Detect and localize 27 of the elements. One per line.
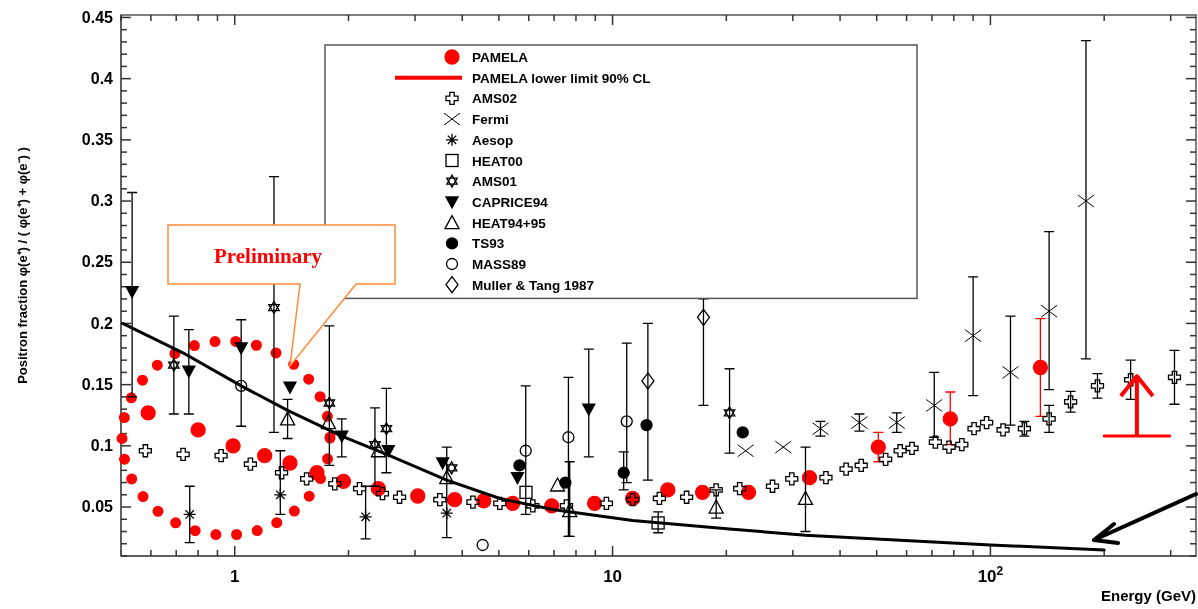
- y-tick-label: 0.25: [81, 253, 114, 271]
- legend-label: AMS01: [472, 174, 518, 190]
- legend-label: HEAT00: [472, 153, 523, 169]
- y-tick-label: 0.4: [90, 69, 114, 87]
- y-axis-title: Positron fraction φ(e⁺) / ( φ(e⁺) + φ(e⁻) ): [15, 147, 30, 384]
- legend-label: MASS89: [472, 257, 527, 272]
- y-tick-label: 0.35: [81, 130, 114, 148]
- legend-label: Fermi: [472, 112, 509, 128]
- legend-label: Aesop: [472, 132, 514, 148]
- legend-label: PAMELA lower limit 90% CL: [472, 70, 651, 86]
- y-tick-label: 0.1: [90, 436, 114, 454]
- annotation: Preliminary: [213, 244, 323, 268]
- y-tick-label: 0.45: [81, 8, 114, 26]
- legend-label: Muller & Tang 1987: [472, 277, 595, 293]
- x-axis-title: Energy (GeV): [1100, 587, 1196, 604]
- y-tick-label: 0.05: [81, 498, 114, 516]
- x-tick-label: 1: [230, 567, 240, 587]
- legend-label: AMS02: [472, 91, 518, 107]
- legend-label: TS93: [472, 236, 505, 252]
- y-tick-label: 0.3: [90, 192, 114, 210]
- legend-label: CAPRICE94: [472, 194, 549, 210]
- y-tick-label: 0.15: [81, 375, 114, 393]
- legend-label: PAMELA: [472, 50, 529, 65]
- x-tick-label: 10$^{2}$: [977, 564, 1004, 587]
- y-tick-label: 0.2: [90, 314, 114, 332]
- legend-label: HEAT94+95: [472, 215, 547, 231]
- x-tick-label: 10: [603, 567, 623, 587]
